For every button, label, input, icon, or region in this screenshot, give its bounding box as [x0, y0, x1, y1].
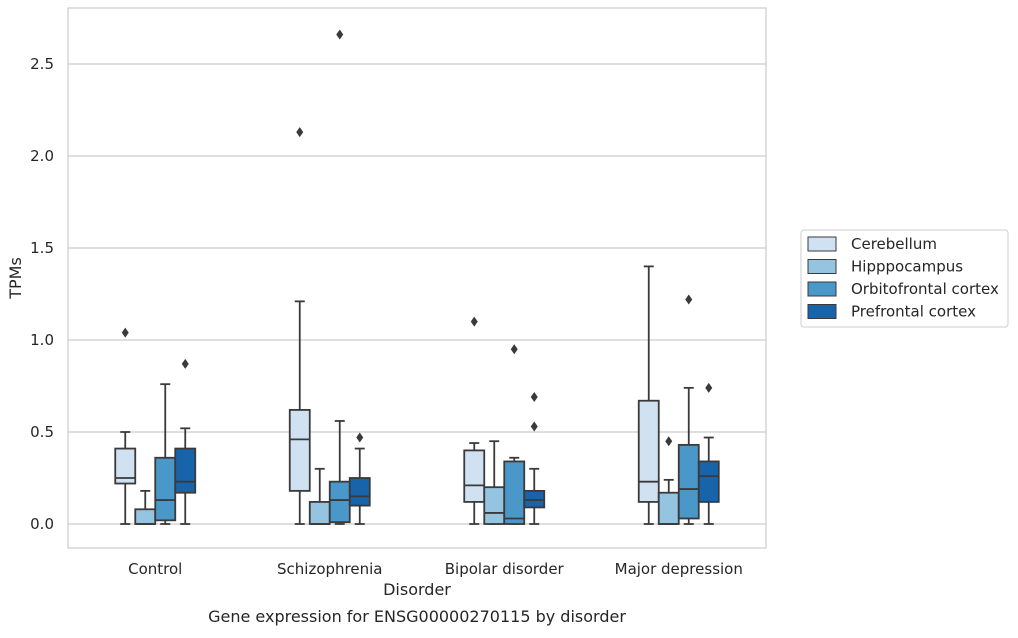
box-body	[308, 501, 331, 525]
legend-label: Hipppocampus	[851, 258, 963, 276]
y-tick-label: 2.0	[30, 147, 54, 165]
box-body	[657, 491, 680, 525]
box-body	[114, 447, 137, 485]
box-prefrontal-cortex	[174, 358, 197, 525]
box-orbitofrontal-cortex	[328, 29, 351, 525]
box-prefrontal-cortex	[697, 382, 720, 525]
outlier-marker	[296, 127, 304, 138]
y-tick-label: 1.5	[30, 239, 54, 257]
y-tick-label: 1.0	[30, 331, 54, 349]
box-body	[288, 409, 311, 492]
legend-label: Cerebellum	[851, 235, 937, 253]
box-body	[503, 460, 526, 525]
outlier-marker	[530, 392, 538, 403]
box-prefrontal-cortex	[348, 432, 371, 525]
legend-label: Prefrontal cortex	[851, 303, 976, 321]
box-body	[328, 480, 351, 524]
box-body	[697, 460, 720, 503]
outlier-marker	[705, 382, 713, 393]
box-body	[677, 443, 700, 520]
outlier-marker	[181, 358, 189, 369]
box-body	[637, 399, 660, 503]
box-cerebellum	[463, 316, 486, 525]
legend-label: Orbitofrontal cortex	[851, 280, 999, 298]
outlier-marker	[510, 344, 518, 355]
box-body	[154, 456, 177, 522]
legend-swatch	[807, 236, 837, 252]
legend-swatch	[807, 259, 837, 274]
outlier-marker	[336, 29, 344, 40]
box-hipppocampus	[134, 489, 157, 525]
box-groups	[114, 29, 720, 525]
box-body	[134, 508, 157, 525]
box-cerebellum	[114, 327, 137, 525]
y-tick-label: 2.5	[30, 55, 54, 73]
y-axis-title: TPMs	[6, 257, 25, 300]
legend-swatch	[807, 304, 837, 319]
legend: Cerebellum Hipppocampus Orbitofrontal cort…	[800, 229, 1009, 328]
box-body	[348, 477, 371, 507]
y-tick-label: 0.5	[30, 423, 54, 441]
plot-frame	[67, 7, 767, 549]
x-tick-label: Bipolar disorder	[445, 560, 565, 578]
x-tick-label: Major depression	[615, 560, 743, 578]
outlier-marker	[530, 421, 538, 432]
outlier-marker	[121, 327, 129, 338]
box-body	[483, 486, 506, 525]
box-prefrontal-cortex	[523, 392, 546, 525]
box-hipppocampus	[483, 440, 506, 525]
box-orbitofrontal-cortex	[154, 383, 177, 525]
outlier-marker	[665, 436, 673, 447]
x-tick-labels: Control Schizophrenia Bipolar disorder Majo…	[128, 560, 743, 578]
y-tick-label: 0.0	[30, 515, 54, 533]
outlier-marker	[356, 432, 364, 443]
outlier-marker	[470, 316, 478, 327]
box-body	[463, 449, 486, 503]
legend-frame	[800, 229, 1009, 328]
box-cerebellum	[288, 127, 311, 525]
box-body	[523, 489, 546, 509]
x-tick-label: Control	[128, 560, 182, 578]
legend-swatch	[807, 281, 837, 297]
box-hipppocampus	[657, 436, 680, 525]
x-axis-title: Disorder	[383, 580, 451, 599]
outlier-marker	[685, 294, 693, 305]
box-body	[174, 447, 197, 494]
y-tick-labels: 0.0 0.5 1.0 1.5 2.0 2.5	[30, 55, 54, 533]
box-orbitofrontal-cortex	[503, 344, 526, 525]
x-tick-label: Schizophrenia	[277, 560, 382, 578]
box-cerebellum	[637, 265, 660, 525]
figure-caption: Gene expression for ENSG00000270115 by d…	[208, 607, 626, 626]
